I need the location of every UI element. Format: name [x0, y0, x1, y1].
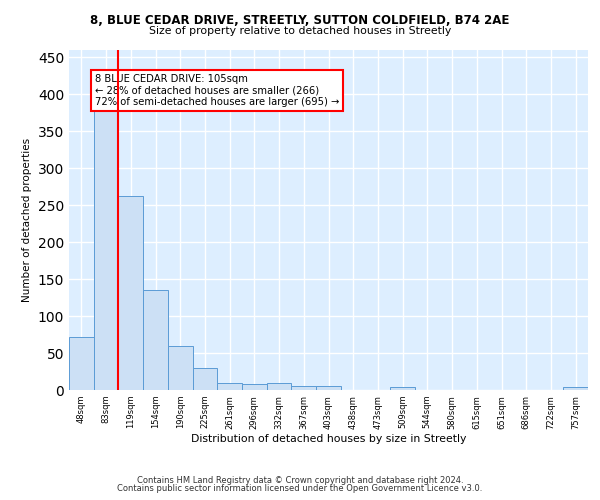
Y-axis label: Number of detached properties: Number of detached properties [22, 138, 32, 302]
Bar [143, 290, 168, 390]
Text: Contains public sector information licensed under the Open Government Licence v3: Contains public sector information licen… [118, 484, 482, 493]
Bar [217, 382, 242, 390]
Bar [168, 346, 193, 390]
Bar [193, 368, 217, 390]
Bar [292, 386, 316, 390]
Text: Contains HM Land Registry data © Crown copyright and database right 2024.: Contains HM Land Registry data © Crown c… [137, 476, 463, 485]
Bar [118, 196, 143, 390]
X-axis label: Distribution of detached houses by size in Streetly: Distribution of detached houses by size … [191, 434, 466, 444]
Bar [563, 387, 588, 390]
Bar [242, 384, 267, 390]
Bar [267, 382, 292, 390]
Text: 8, BLUE CEDAR DRIVE, STREETLY, SUTTON COLDFIELD, B74 2AE: 8, BLUE CEDAR DRIVE, STREETLY, SUTTON CO… [91, 14, 509, 27]
Bar [390, 387, 415, 390]
Text: 8 BLUE CEDAR DRIVE: 105sqm
← 28% of detached houses are smaller (266)
72% of sem: 8 BLUE CEDAR DRIVE: 105sqm ← 28% of deta… [95, 74, 340, 107]
Bar [94, 109, 118, 390]
Bar [69, 337, 94, 390]
Text: Size of property relative to detached houses in Streetly: Size of property relative to detached ho… [149, 26, 451, 36]
Bar [316, 386, 341, 390]
